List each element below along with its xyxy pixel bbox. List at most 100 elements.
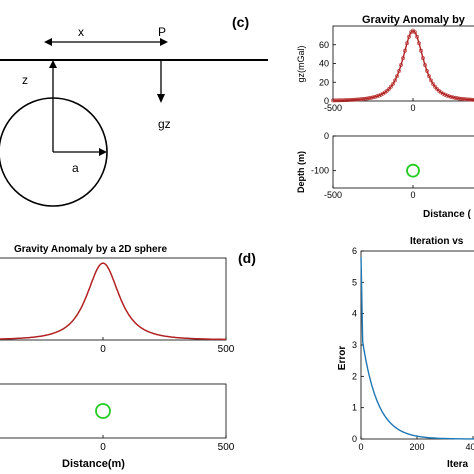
tr-anomaly-observed-point [431, 81, 435, 86]
bl-anomaly-line [0, 262, 226, 341]
bl-anomaly-title: Gravity Anomaly by a 2D sphere [14, 244, 167, 255]
tr-anomaly-observed-point [427, 74, 431, 79]
tr-anomaly-observed-point [401, 56, 405, 61]
bl-depth-xlabel: Distance(m) [62, 458, 125, 470]
tr-anomaly-observed-point [333, 98, 337, 103]
gz-label: gz [158, 117, 171, 131]
tr-anomaly-ytick-label: 40 [319, 59, 329, 69]
iter-xtick-label: 200 [409, 442, 424, 452]
iter-ytick-label: 1 [352, 403, 357, 413]
tr-anomaly-observed-point [339, 98, 343, 103]
tr-depth-marks [406, 163, 420, 178]
tr-anomaly-observed-point [365, 96, 369, 101]
bl-anomaly-frame [0, 257, 227, 341]
tr-anomaly-observed-point [449, 94, 453, 99]
iter-ytick-label: 5 [352, 277, 357, 287]
bl-depth-ticks: 0 500 [100, 435, 235, 453]
x-arrow-left-head [44, 38, 52, 46]
tr-anomaly-xtick-label: 0 [410, 103, 415, 113]
iter-xtick-label: 0 [358, 442, 363, 452]
bl-depth-marks [95, 403, 111, 419]
tr-anomaly-observed-point [407, 34, 411, 39]
tr-anomaly-observed-point [373, 94, 377, 99]
tr-anomaly-observed-point [467, 97, 471, 102]
tr-anomaly-frame [332, 25, 474, 102]
iter-error-line [360, 257, 474, 440]
tr-depth-xlabel: Distance ( [423, 209, 471, 220]
tr-anomaly-marks [331, 28, 474, 103]
top-right-depth-chart: Depth (m) Distance ( -500 0 0 -100 [296, 131, 474, 220]
tr-anomaly-observed-point [355, 97, 359, 102]
tr-anomaly-observed-point [343, 98, 347, 103]
tr-anomaly-observed-point [353, 97, 357, 102]
bl-depth-sphere-marker [95, 403, 111, 419]
z-arrow-head [49, 60, 57, 68]
tr-anomaly-observed-point [363, 96, 367, 101]
iter-title: Iteration vs [410, 236, 464, 247]
tr-anomaly-observed-point [357, 97, 361, 102]
tr-anomaly-observed-point [455, 96, 459, 101]
tr-anomaly-observed-point [405, 41, 409, 46]
iteration-error-chart: Iteration vs Error Itera 0 200 400 0 1 2 3 4 5 6 [337, 236, 474, 470]
a-label: a [72, 161, 79, 175]
tr-anomaly-observed-point [389, 84, 393, 89]
tr-anomaly-observed-point [379, 92, 383, 97]
tr-anomaly-observed-point [381, 91, 385, 96]
tr-anomaly-observed-point [345, 98, 349, 102]
tr-anomaly-ytick-label: 20 [319, 77, 329, 87]
p-label: P [158, 25, 166, 39]
tr-anomaly-xtick-label: -500 [324, 103, 342, 113]
tr-anomaly-observed-point [469, 97, 473, 102]
tr-anomaly-observed-point [447, 94, 451, 99]
bottom-left-depth-chart: Distance(m) 0 500 [0, 383, 235, 470]
tr-anomaly-observed-point [349, 98, 353, 102]
tr-anomaly-observed-point [435, 87, 439, 91]
tr-anomaly-title: Gravity Anomaly by [362, 14, 466, 26]
tr-anomaly-observed-point [471, 97, 474, 102]
tr-depth-xtick-label: 0 [410, 190, 415, 200]
tr-anomaly-observed-point [395, 74, 399, 79]
x-arrow-right-head [160, 38, 168, 46]
tr-anomaly-observed-point [419, 48, 423, 53]
tr-anomaly-observed-point [331, 98, 335, 103]
bl-depth-xtick-label: 0 [100, 442, 106, 453]
tr-depth-ylabel: Depth (m) [296, 151, 306, 193]
iter-frame [360, 250, 474, 440]
bl-depth-frame [0, 383, 227, 439]
tr-depth-ytick-label: -100 [311, 166, 329, 176]
tr-anomaly-observed-point [451, 95, 455, 100]
tr-anomaly-calculated-line [333, 29, 474, 102]
radius-arrow-head [99, 148, 107, 156]
panel-label-c: (c) [232, 14, 249, 30]
tr-anomaly-observed-point [433, 84, 437, 89]
tr-anomaly-observed-point [453, 95, 457, 100]
schematic: x P gz z a [0, 25, 268, 207]
tr-anomaly-observed-point [429, 78, 433, 83]
iter-ylabel: Error [337, 346, 348, 371]
tr-depth-sphere-marker [406, 163, 420, 178]
tr-anomaly-ytick-label: 0 [324, 96, 329, 106]
tr-anomaly-observed-point [439, 90, 443, 95]
tr-anomaly-observed-point [463, 97, 467, 102]
tr-anomaly-observed-point [415, 34, 419, 39]
iter-ytick-label: 4 [352, 309, 357, 319]
iter-ytick-label: 0 [352, 434, 357, 444]
iter-xtick-label: 400 [465, 442, 474, 452]
tr-anomaly-observed-point [441, 91, 445, 96]
tr-depth-ytick-label: 0 [324, 131, 329, 141]
tr-anomaly-observed-point [423, 63, 427, 67]
tr-anomaly-observed-point [465, 97, 469, 102]
tr-anomaly-observed-point [391, 81, 395, 86]
bl-anomaly-xtick-label: 0 [100, 344, 106, 355]
tr-anomaly-observed-point [413, 30, 417, 35]
tr-anomaly-observed-point [397, 69, 401, 73]
tr-anomaly-observed-point [361, 97, 365, 101]
tr-anomaly-observed-point [461, 97, 465, 101]
tr-anomaly-observed-point [341, 98, 345, 103]
tr-anomaly-observed-point [459, 96, 463, 101]
tr-anomaly-observed-point [347, 98, 351, 102]
tr-anomaly-ylabel: gz(mGal) [296, 45, 306, 82]
